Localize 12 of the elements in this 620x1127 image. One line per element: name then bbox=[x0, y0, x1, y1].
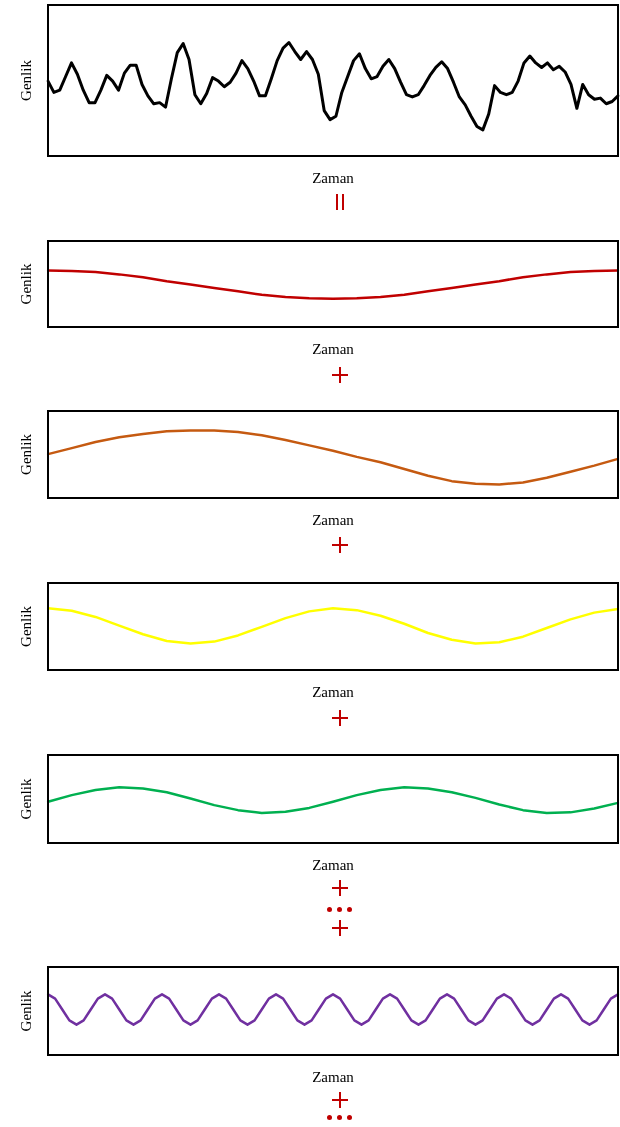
x-axis-title: Zaman bbox=[312, 169, 355, 186]
x-axis-title: Zaman bbox=[312, 340, 355, 357]
y-axis-title: Genlik bbox=[17, 605, 34, 647]
y-axis-title: Genlik bbox=[17, 59, 34, 101]
x-axis-title: Zaman bbox=[312, 856, 355, 873]
y-axis-title: Genlik bbox=[17, 778, 34, 820]
y-axis-title: Genlik bbox=[17, 263, 34, 305]
y-axis-title: Genlik bbox=[17, 990, 34, 1032]
x-axis-title: Zaman bbox=[312, 1068, 355, 1085]
x-axis-title: Zaman bbox=[312, 511, 355, 528]
y-axis-title: Genlik bbox=[17, 433, 34, 475]
x-axis-title: Zaman bbox=[312, 683, 355, 700]
